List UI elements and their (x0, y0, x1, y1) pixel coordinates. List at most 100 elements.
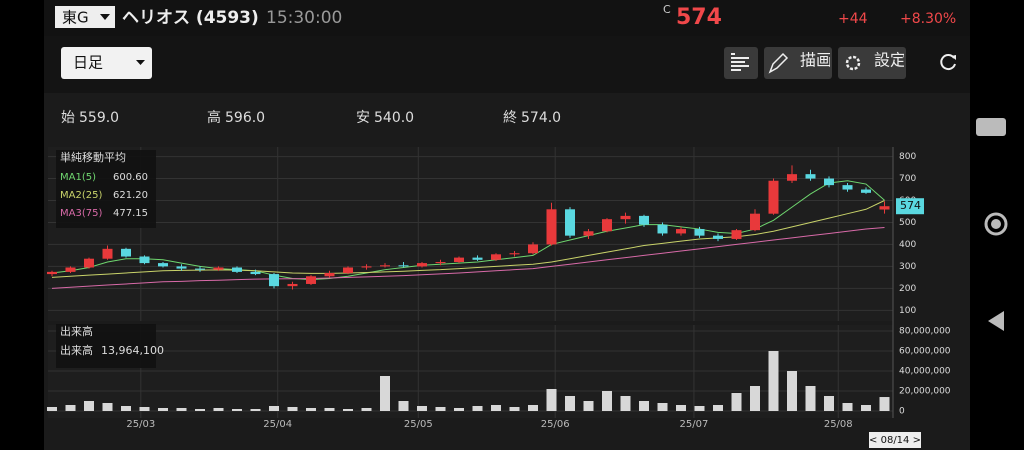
candle-body (306, 276, 316, 284)
volume-bar (583, 401, 594, 411)
nav-home-dot (991, 219, 1001, 229)
date-label: < 08/14 > (869, 435, 921, 446)
y-tick-label: 700 (899, 174, 916, 184)
candle-body (47, 271, 57, 275)
high-value: 596.0 (225, 110, 265, 126)
volume-bar (139, 407, 150, 411)
volume-bar (842, 403, 853, 411)
nav-back[interactable] (988, 311, 1004, 331)
legend-name: MA3(75) (60, 208, 102, 219)
candle-body (861, 189, 871, 193)
candle-body (565, 209, 575, 236)
candle-body (583, 231, 594, 236)
candle-body (398, 265, 409, 267)
candle-body (361, 266, 372, 268)
candle-body (102, 248, 113, 259)
volume-bar (232, 409, 242, 411)
candle-body (195, 268, 205, 270)
candle-body (528, 244, 538, 254)
candle-body (213, 267, 224, 270)
refresh-icon[interactable] (940, 54, 956, 71)
volume-bar (602, 391, 612, 411)
settings-label-clip: 設定 (874, 51, 906, 70)
y-tick-label: 100 (899, 306, 916, 316)
candle-body (639, 215, 649, 225)
volume-bar (343, 409, 353, 411)
period: 日足 (73, 54, 103, 72)
legend-value: 477.15 (113, 208, 148, 219)
nav-home[interactable] (984, 212, 1008, 236)
volume-bar (787, 371, 797, 411)
candle-body (842, 185, 853, 190)
nav-recent[interactable] (976, 118, 1006, 136)
candle-body (509, 253, 520, 255)
candle-body (620, 215, 631, 220)
volume-bar (380, 376, 390, 411)
candle-body (343, 267, 353, 273)
volume-bar (879, 397, 890, 411)
y-tick-label: 500 (899, 218, 916, 228)
legend-value: 621.20 (113, 190, 148, 201)
y-tick-label: 80,000,000 (899, 327, 951, 337)
y-tick-label: 0 (899, 407, 905, 417)
candle-body (269, 274, 279, 287)
draw-label-clip: 描画 (800, 51, 830, 70)
candle-body (602, 219, 612, 232)
dropdown-icon (136, 60, 145, 65)
volume-bar (398, 401, 409, 411)
volume-bar (250, 409, 261, 411)
candle-body (879, 206, 890, 210)
y-tick-label: 200 (899, 284, 916, 294)
y-tick-label: 60,000,000 (899, 347, 951, 357)
candle-body (805, 174, 816, 179)
y-tick-label: 40,000,000 (899, 367, 951, 377)
candle-body (232, 267, 242, 272)
legend-value: 600.60 (113, 172, 148, 183)
x-tick-label: 25/05 (404, 419, 433, 430)
volume-bar (472, 406, 483, 411)
candle-body (694, 229, 705, 236)
y-tick-label: 300 (899, 262, 916, 272)
price-tag: 574 (900, 199, 921, 212)
time: 15:30:00 (266, 8, 342, 28)
change-pct: +8.30% (900, 11, 956, 27)
volume-bar (861, 405, 871, 411)
candle-body (250, 271, 261, 275)
period-select[interactable] (61, 47, 152, 79)
price: 574 (676, 5, 722, 30)
candle-body (491, 254, 501, 260)
volume-bar (361, 408, 372, 411)
candle-body (657, 224, 668, 234)
ma-line (51, 200, 885, 278)
candle-body (176, 266, 187, 269)
stock-name: ヘリオス (4593) (122, 8, 259, 28)
candle-body (750, 213, 760, 231)
volume-bar (195, 409, 205, 411)
market-select[interactable] (55, 6, 115, 28)
legend-title: 単純移動平均 (60, 150, 126, 164)
legend-box (56, 150, 156, 228)
dropdown-icon (100, 14, 110, 20)
volume-bar (713, 405, 723, 411)
volume-bar (768, 351, 779, 411)
plot: 100200300400500600700800574単純移動平均MA1(5)6… (47, 147, 951, 448)
volume-legend-box (56, 324, 156, 368)
volume-bar (47, 407, 57, 411)
ohlc-row: 始 559.0 高 596.0 安 540.0 終 574.0 (61, 109, 561, 126)
y-tick-label: 400 (899, 240, 916, 250)
volume-bar (676, 405, 686, 411)
settings-label: 設定 (874, 51, 906, 70)
volume-bar (84, 401, 94, 411)
candle-body (84, 258, 94, 268)
x-tick-label: 25/08 (824, 419, 853, 430)
candle-body (380, 265, 390, 267)
candle-body (676, 229, 686, 234)
x-tick-label: 25/04 (263, 419, 292, 430)
volume-bar (805, 386, 816, 411)
volume-bar (639, 401, 649, 411)
candle-body (472, 257, 483, 260)
settings-button[interactable] (838, 47, 906, 79)
legend-name: MA1(5) (60, 172, 96, 183)
x-tick-label: 25/03 (126, 419, 155, 430)
